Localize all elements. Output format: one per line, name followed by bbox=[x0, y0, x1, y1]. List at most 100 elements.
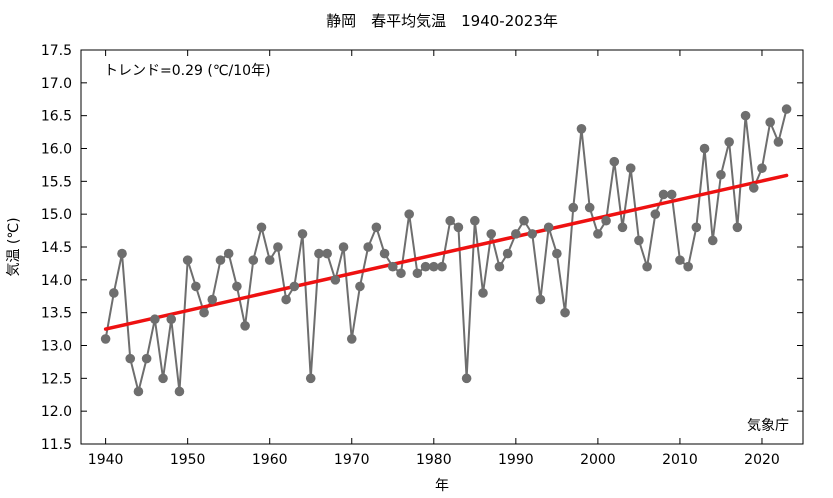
data-point bbox=[453, 222, 464, 233]
data-point bbox=[658, 189, 669, 200]
x-tick-label: 2010 bbox=[662, 452, 698, 468]
data-point bbox=[428, 261, 439, 272]
y-tick-label: 14.0 bbox=[41, 273, 72, 289]
series-line bbox=[104, 108, 788, 392]
data-point bbox=[133, 386, 144, 397]
data-point bbox=[568, 202, 579, 213]
data-point bbox=[543, 222, 554, 233]
data-point bbox=[478, 288, 488, 298]
y-tick-label: 11.5 bbox=[41, 437, 72, 453]
data-point bbox=[191, 281, 201, 292]
y-tick-label: 13.5 bbox=[41, 306, 72, 322]
y-tick-label: 17.0 bbox=[41, 76, 72, 92]
data-point bbox=[519, 215, 529, 226]
x-tick-label: 1950 bbox=[170, 452, 206, 468]
data-point bbox=[125, 353, 136, 364]
data-point bbox=[150, 314, 160, 325]
trend-annotation: トレンド=0.29 (℃/10年) bbox=[104, 63, 271, 79]
data-point bbox=[781, 104, 792, 114]
data-point bbox=[117, 248, 127, 259]
data-point bbox=[240, 321, 250, 331]
x-tick-label: 1960 bbox=[252, 452, 288, 468]
data-point bbox=[412, 268, 423, 279]
data-point bbox=[346, 334, 357, 344]
data-point bbox=[642, 261, 652, 272]
data-point bbox=[470, 215, 480, 226]
series-layer bbox=[100, 104, 792, 397]
data-point bbox=[691, 222, 702, 233]
source-label: 気象庁 bbox=[747, 418, 789, 434]
y-axis-label: 気温 (℃) bbox=[6, 217, 22, 276]
data-point bbox=[396, 268, 406, 279]
data-point bbox=[109, 288, 119, 298]
data-point bbox=[502, 248, 513, 259]
data-point bbox=[683, 261, 693, 272]
data-point bbox=[535, 294, 546, 305]
data-point bbox=[773, 137, 784, 147]
y-tick-label: 15.5 bbox=[41, 174, 72, 190]
plot-frame bbox=[80, 49, 804, 445]
data-point bbox=[174, 386, 185, 397]
trend-line bbox=[103, 173, 789, 331]
data-point bbox=[379, 248, 390, 259]
y-tick-label: 12.0 bbox=[41, 404, 72, 420]
data-point bbox=[338, 242, 349, 252]
y-tick-label: 12.5 bbox=[41, 371, 72, 387]
data-point bbox=[166, 314, 177, 325]
data-point bbox=[445, 215, 456, 226]
data-point bbox=[732, 222, 743, 233]
data-point bbox=[273, 242, 283, 252]
y-tick-label: 14.5 bbox=[41, 240, 72, 256]
x-axis-label: 年 bbox=[435, 478, 449, 494]
data-point bbox=[141, 353, 152, 364]
data-point bbox=[330, 275, 341, 285]
data-point bbox=[248, 255, 259, 265]
data-point bbox=[355, 281, 365, 292]
y-tick-label: 16.0 bbox=[41, 142, 72, 158]
data-point bbox=[182, 255, 193, 265]
x-tick-label: 2000 bbox=[580, 452, 616, 468]
data-point bbox=[527, 229, 538, 239]
data-point bbox=[593, 229, 603, 239]
data-point bbox=[305, 373, 316, 384]
x-tick-label: 1990 bbox=[498, 452, 534, 468]
y-tick-label: 17.5 bbox=[41, 43, 72, 59]
data-point bbox=[486, 229, 497, 239]
data-point bbox=[387, 261, 398, 272]
y-axis: 11.5 12.0 12.5 13.0 13.5 14.0 14.5 15.0 15.5 16.0… bbox=[41, 43, 803, 453]
data-point bbox=[437, 261, 447, 272]
data-point bbox=[297, 229, 308, 239]
data-point bbox=[576, 124, 587, 134]
data-point bbox=[740, 110, 751, 121]
data-point bbox=[461, 373, 472, 384]
data-point bbox=[560, 307, 570, 318]
data-point bbox=[322, 248, 332, 259]
data-point bbox=[404, 209, 414, 219]
data-point bbox=[100, 334, 111, 344]
data-point bbox=[223, 248, 234, 259]
y-tick-label: 13.0 bbox=[41, 339, 72, 355]
data-point bbox=[363, 242, 373, 252]
data-point bbox=[511, 229, 521, 239]
data-point bbox=[215, 255, 226, 265]
data-point bbox=[256, 222, 267, 233]
data-point bbox=[617, 222, 628, 233]
data-point bbox=[757, 163, 767, 173]
data-point bbox=[199, 307, 209, 318]
x-axis: 1940 1950 1960 1970 1980 1990 2000 2010 2020 bbox=[88, 50, 780, 468]
data-point bbox=[264, 255, 275, 265]
data-point bbox=[158, 373, 168, 384]
data-point bbox=[494, 261, 505, 272]
x-tick-label: 1940 bbox=[88, 452, 124, 468]
data-point bbox=[232, 281, 242, 292]
y-tick-label: 15.0 bbox=[41, 207, 72, 223]
data-point bbox=[765, 117, 775, 128]
data-point bbox=[289, 281, 300, 292]
data-point bbox=[625, 163, 636, 173]
data-point bbox=[666, 189, 677, 200]
data-point bbox=[371, 222, 382, 233]
data-point bbox=[699, 143, 710, 154]
data-point bbox=[724, 137, 734, 147]
data-point bbox=[281, 294, 291, 305]
